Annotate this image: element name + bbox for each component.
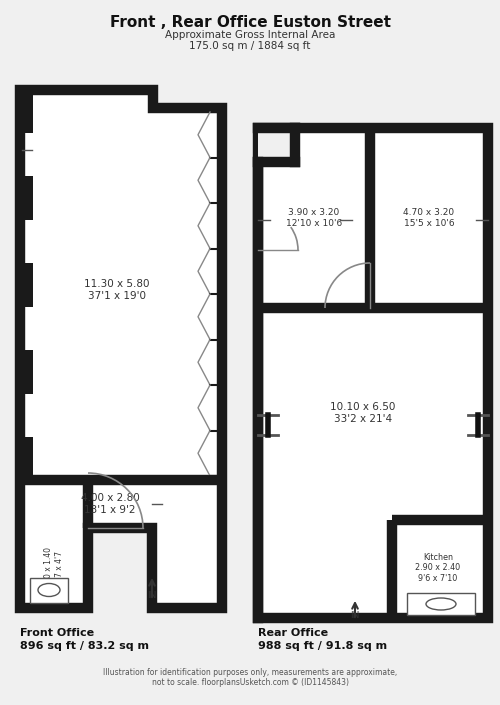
Bar — [20, 90, 33, 133]
Bar — [20, 437, 33, 480]
Text: Kitchen
2.90 x 2.40
9'6 x 7'10: Kitchen 2.90 x 2.40 9'6 x 7'10 — [416, 553, 461, 583]
Bar — [20, 176, 33, 220]
Bar — [30, 578, 68, 603]
Bar — [20, 350, 33, 394]
Text: 3.90 x 3.20
12'10 x 10'6: 3.90 x 3.20 12'10 x 10'6 — [286, 208, 342, 228]
Text: IN: IN — [148, 591, 156, 600]
Text: Front Office: Front Office — [20, 628, 94, 638]
Text: 10.10 x 6.50
33'2 x 21'4: 10.10 x 6.50 33'2 x 21'4 — [330, 402, 396, 424]
Text: 2.30 x 1.40
7'7 x 4'7: 2.30 x 1.40 7'7 x 4'7 — [44, 546, 64, 589]
Text: Approximate Gross Internal Area: Approximate Gross Internal Area — [165, 30, 335, 40]
Polygon shape — [20, 90, 222, 608]
Text: Front , Rear Office Euston Street: Front , Rear Office Euston Street — [110, 15, 390, 30]
Bar — [258, 128, 295, 162]
Text: 896 sq ft / 83.2 sq m: 896 sq ft / 83.2 sq m — [20, 641, 149, 651]
Text: 11.30 x 5.80
37'1 x 19'0: 11.30 x 5.80 37'1 x 19'0 — [84, 279, 150, 301]
Text: 175.0 sq m / 1884 sq ft: 175.0 sq m / 1884 sq ft — [190, 41, 310, 51]
Text: IN: IN — [350, 611, 360, 620]
Bar — [407, 593, 475, 615]
Ellipse shape — [426, 598, 456, 610]
Text: 988 sq ft / 91.8 sq m: 988 sq ft / 91.8 sq m — [258, 641, 387, 651]
Bar — [20, 263, 33, 307]
Polygon shape — [258, 128, 488, 618]
Text: 4.00 x 2.80
13'1 x 9'2: 4.00 x 2.80 13'1 x 9'2 — [80, 493, 140, 515]
Ellipse shape — [38, 584, 60, 596]
Text: Illustration for identification purposes only, measurements are approximate,
not: Illustration for identification purposes… — [103, 668, 397, 687]
Text: 4.70 x 3.20
15'5 x 10'6: 4.70 x 3.20 15'5 x 10'6 — [404, 208, 454, 228]
Text: Rear Office: Rear Office — [258, 628, 328, 638]
